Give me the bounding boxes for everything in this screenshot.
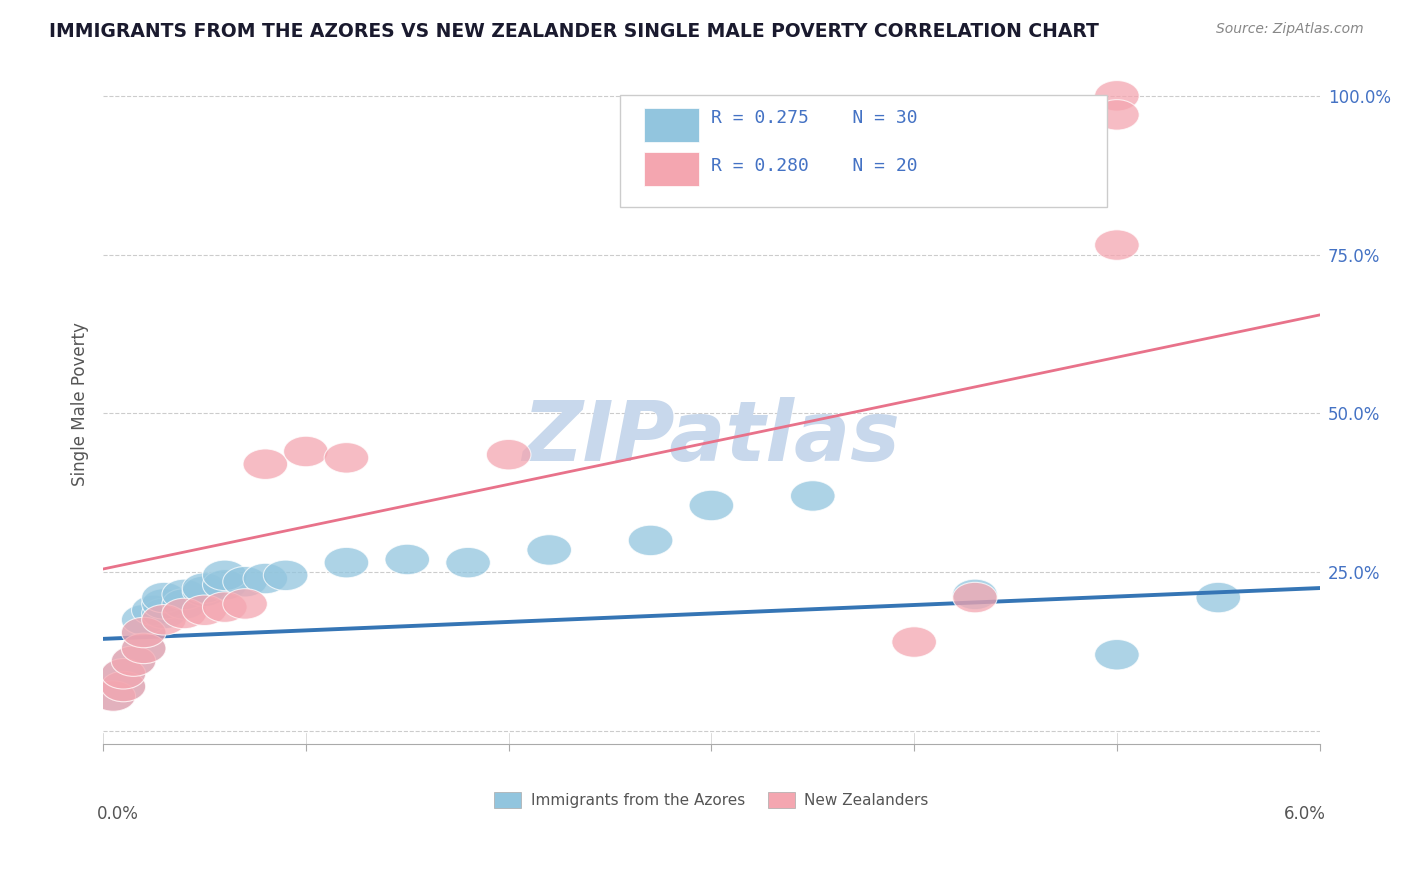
Ellipse shape (689, 491, 734, 521)
Y-axis label: Single Male Poverty: Single Male Poverty (72, 322, 89, 486)
Ellipse shape (132, 595, 176, 625)
Ellipse shape (1095, 230, 1139, 260)
Ellipse shape (446, 548, 491, 578)
Ellipse shape (243, 449, 288, 479)
Ellipse shape (284, 436, 328, 467)
FancyBboxPatch shape (620, 95, 1107, 207)
Text: Source: ZipAtlas.com: Source: ZipAtlas.com (1216, 22, 1364, 37)
Ellipse shape (121, 617, 166, 648)
Ellipse shape (790, 481, 835, 511)
Ellipse shape (891, 627, 936, 657)
Ellipse shape (325, 442, 368, 473)
Text: 0.0%: 0.0% (97, 805, 139, 822)
Ellipse shape (162, 589, 207, 619)
Ellipse shape (527, 534, 571, 566)
Text: ZIPatlas: ZIPatlas (523, 397, 900, 478)
Ellipse shape (101, 672, 146, 702)
Ellipse shape (222, 589, 267, 619)
Ellipse shape (1197, 582, 1240, 613)
Ellipse shape (1095, 80, 1139, 112)
Ellipse shape (111, 646, 156, 676)
Ellipse shape (101, 672, 146, 702)
Ellipse shape (162, 579, 207, 609)
Ellipse shape (183, 576, 226, 607)
Text: IMMIGRANTS FROM THE AZORES VS NEW ZEALANDER SINGLE MALE POVERTY CORRELATION CHAR: IMMIGRANTS FROM THE AZORES VS NEW ZEALAN… (49, 22, 1099, 41)
Ellipse shape (101, 658, 146, 689)
Text: R = 0.275    N = 30: R = 0.275 N = 30 (711, 110, 918, 128)
Ellipse shape (1095, 640, 1139, 670)
FancyBboxPatch shape (644, 108, 699, 142)
Ellipse shape (121, 605, 166, 635)
Text: 6.0%: 6.0% (1284, 805, 1326, 822)
Ellipse shape (202, 560, 247, 591)
Ellipse shape (263, 560, 308, 591)
Text: R = 0.280    N = 20: R = 0.280 N = 20 (711, 157, 918, 175)
Ellipse shape (142, 599, 186, 629)
Ellipse shape (121, 633, 166, 664)
Ellipse shape (202, 592, 247, 623)
Ellipse shape (385, 544, 430, 574)
Ellipse shape (101, 658, 146, 689)
Ellipse shape (183, 573, 226, 603)
Ellipse shape (162, 599, 207, 629)
Ellipse shape (121, 617, 166, 648)
Ellipse shape (142, 605, 186, 635)
Ellipse shape (142, 589, 186, 619)
Ellipse shape (111, 646, 156, 676)
Ellipse shape (628, 525, 673, 556)
FancyBboxPatch shape (644, 153, 699, 186)
Ellipse shape (121, 633, 166, 664)
Ellipse shape (202, 570, 247, 600)
Ellipse shape (953, 582, 997, 613)
Ellipse shape (486, 440, 531, 470)
Ellipse shape (183, 595, 226, 625)
Ellipse shape (1095, 100, 1139, 130)
Ellipse shape (142, 582, 186, 613)
Ellipse shape (325, 548, 368, 578)
Legend: Immigrants from the Azores, New Zealanders: Immigrants from the Azores, New Zealande… (488, 786, 935, 814)
Ellipse shape (222, 566, 267, 597)
Ellipse shape (91, 681, 135, 711)
Ellipse shape (91, 681, 135, 711)
Ellipse shape (243, 563, 288, 594)
Ellipse shape (953, 579, 997, 609)
